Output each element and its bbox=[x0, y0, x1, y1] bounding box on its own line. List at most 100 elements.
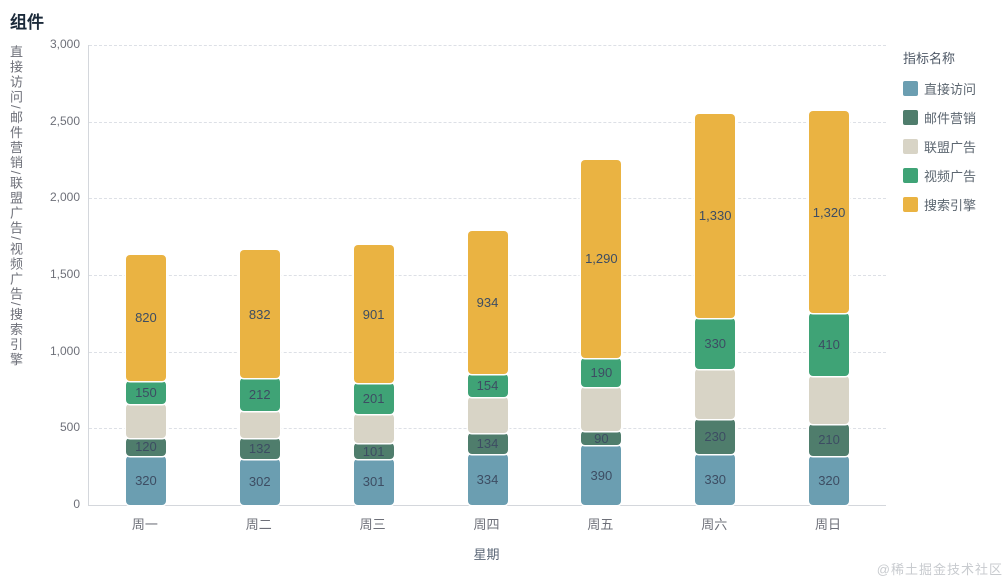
bar-segment-search-engine[interactable]: 832 bbox=[239, 250, 280, 379]
bar-segment-direct-visit[interactable]: 320 bbox=[809, 455, 850, 505]
legend-label: 搜索引擎 bbox=[924, 198, 977, 213]
bar-value-label: 230 bbox=[704, 429, 727, 445]
bar-value-label: 154 bbox=[476, 378, 499, 394]
bar-value-label: 334 bbox=[476, 471, 499, 487]
legend-swatch bbox=[903, 139, 918, 154]
bar-value-label: 320 bbox=[135, 472, 157, 488]
plot-area: 320 120 150 820 302 132 212 832 301 101 201 901 334 1… bbox=[88, 45, 886, 506]
bar-segment-video-ads[interactable]: 212 bbox=[239, 378, 280, 411]
bar-segment-email-marketing[interactable]: 230 bbox=[695, 419, 736, 455]
bar-value-label: 201 bbox=[362, 391, 385, 407]
x-axis-tick-label: 周一 bbox=[131, 517, 158, 532]
bar-segment-video-ads[interactable]: 410 bbox=[809, 313, 850, 377]
gridline bbox=[89, 198, 886, 200]
bar-segment-affiliate-ads[interactable] bbox=[581, 386, 622, 432]
bar-segment-direct-visit[interactable]: 302 bbox=[239, 458, 280, 505]
bar-segment-search-engine[interactable]: 1,290 bbox=[581, 160, 622, 358]
bar-value-label: 212 bbox=[248, 386, 271, 402]
gridline bbox=[89, 45, 886, 46]
bar-segment-video-ads[interactable]: 201 bbox=[353, 383, 394, 415]
bar-segment-direct-visit[interactable]: 301 bbox=[353, 458, 394, 505]
watermark: @稀土掘金技术社区 bbox=[876, 562, 1003, 577]
y-axis-tick-label: 0 bbox=[73, 497, 80, 511]
bar-value-label: 1,320 bbox=[812, 204, 846, 220]
bar-value-label: 132 bbox=[248, 441, 271, 457]
legend-label: 邮件营销 bbox=[924, 111, 977, 126]
bar-segment-affiliate-ads[interactable] bbox=[125, 403, 166, 438]
bar-value-label: 120 bbox=[135, 439, 157, 455]
bar-value-label: 410 bbox=[818, 337, 840, 353]
y-axis-tick-label: 2,000 bbox=[49, 190, 80, 205]
legend-items: 直接访问邮件营销联盟广告视频广告搜索引擎 bbox=[903, 79, 1007, 214]
x-axis-tick-label: 周四 bbox=[473, 517, 500, 532]
bar-segment-search-engine[interactable]: 1,330 bbox=[695, 114, 736, 318]
bar-value-label: 1,330 bbox=[698, 208, 732, 224]
x-axis-tick-label: 周二 bbox=[245, 517, 272, 532]
bar-segment-email-marketing[interactable]: 132 bbox=[239, 438, 280, 459]
legend-label: 视频广告 bbox=[924, 169, 977, 184]
bar-value-label: 934 bbox=[476, 294, 499, 310]
legend-item-search-engine[interactable]: 搜索引擎 bbox=[903, 195, 1007, 214]
bar-value-label: 1,290 bbox=[585, 251, 618, 267]
bar-value-label: 330 bbox=[704, 472, 727, 488]
bar-segment-search-engine[interactable]: 1,320 bbox=[809, 110, 850, 314]
x-axis-title: 星期 bbox=[473, 547, 500, 562]
bar-value-label: 901 bbox=[362, 306, 385, 322]
y-axis-tick-label: 2,500 bbox=[49, 113, 80, 128]
y-axis-title: 直接访问/邮件营销/联盟广告/视频广告/搜索引擎 bbox=[8, 45, 23, 368]
page-title: 组件 bbox=[10, 13, 44, 32]
legend-item-video-ads[interactable]: 视频广告 bbox=[903, 166, 1007, 185]
legend-swatch bbox=[903, 81, 918, 96]
bar-value-label: 330 bbox=[704, 335, 727, 351]
bar-value-label: 150 bbox=[135, 384, 157, 400]
bar-value-label: 832 bbox=[248, 306, 271, 322]
legend-item-direct-visit[interactable]: 直接访问 bbox=[903, 79, 1007, 98]
y-axis-tick-label: 1,500 bbox=[49, 267, 80, 281]
bar-segment-search-engine[interactable]: 934 bbox=[467, 230, 508, 374]
legend-item-affiliate-ads[interactable]: 联盟广告 bbox=[903, 137, 1007, 156]
y-axis-tick-label: 1,000 bbox=[49, 343, 80, 358]
bar-segment-search-engine[interactable]: 901 bbox=[353, 245, 394, 384]
gridline bbox=[89, 121, 886, 123]
bar-segment-email-marketing[interactable]: 210 bbox=[809, 423, 850, 456]
x-axis-tick-label: 周五 bbox=[587, 517, 614, 532]
bar-value-label: 302 bbox=[248, 474, 271, 490]
bar-segment-direct-visit[interactable]: 390 bbox=[581, 445, 622, 505]
x-axis-tick-label: 周日 bbox=[815, 517, 842, 532]
bar-segment-email-marketing[interactable]: 90 bbox=[581, 430, 622, 446]
bar-segment-affiliate-ads[interactable] bbox=[467, 397, 508, 434]
bar-segment-direct-visit[interactable]: 334 bbox=[467, 453, 508, 505]
bar-segment-email-marketing[interactable]: 120 bbox=[125, 437, 166, 456]
bar-segment-affiliate-ads[interactable] bbox=[695, 368, 736, 420]
legend-title: 指标名称 bbox=[903, 51, 956, 66]
x-axis-tick-label: 周六 bbox=[701, 517, 728, 532]
bar-segment-affiliate-ads[interactable] bbox=[353, 414, 394, 444]
bar-segment-video-ads[interactable]: 150 bbox=[125, 380, 166, 404]
bar-segment-video-ads[interactable]: 190 bbox=[581, 357, 622, 387]
bar-value-label: 820 bbox=[135, 310, 157, 326]
bar-segment-email-marketing[interactable]: 101 bbox=[353, 443, 394, 459]
legend-swatch bbox=[903, 110, 918, 125]
legend-item-email-marketing[interactable]: 邮件营销 bbox=[903, 108, 1007, 127]
bar-segment-video-ads[interactable]: 330 bbox=[695, 317, 736, 369]
bar-segment-search-engine[interactable]: 820 bbox=[125, 255, 166, 381]
bar-segment-direct-visit[interactable]: 320 bbox=[125, 455, 166, 505]
bar-value-label: 210 bbox=[818, 432, 840, 448]
bar-segment-affiliate-ads[interactable] bbox=[239, 410, 280, 439]
bar-segment-affiliate-ads[interactable] bbox=[809, 376, 850, 424]
y-axis-tick-label: 500 bbox=[59, 420, 80, 435]
legend-swatch bbox=[903, 197, 918, 212]
bar-value-label: 320 bbox=[818, 472, 840, 488]
bar-segment-email-marketing[interactable]: 134 bbox=[467, 433, 508, 454]
legend: 指标名称 直接访问邮件营销联盟广告视频广告搜索引擎 bbox=[903, 48, 1007, 224]
legend-swatch bbox=[903, 168, 918, 183]
bar-segment-video-ads[interactable]: 154 bbox=[467, 373, 508, 398]
x-axis-tick-label: 周三 bbox=[359, 517, 386, 532]
bar-value-label: 90 bbox=[594, 430, 609, 446]
bar-segment-direct-visit[interactable]: 330 bbox=[695, 454, 736, 505]
bar-value-label: 390 bbox=[590, 467, 613, 483]
legend-label: 联盟广告 bbox=[924, 140, 977, 155]
bar-value-label: 101 bbox=[362, 443, 385, 459]
legend-label: 直接访问 bbox=[924, 82, 977, 97]
